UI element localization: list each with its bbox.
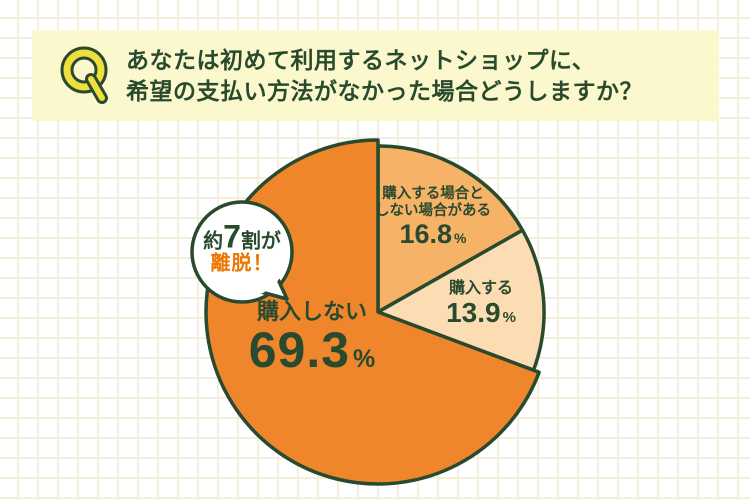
label-slice-buy: 購入する 13.9% (446, 280, 516, 328)
slice-sometimes-buy-label-line2: しない場合がある (375, 203, 491, 219)
pie-slice-sometimes-buy (376, 144, 525, 314)
label-slice-no-buy: 購入しない 69.3% (249, 299, 376, 376)
question-line-2: 希望の支払い方法がなかった場合どうしますか？ (126, 77, 643, 104)
pie-slice-buy (376, 228, 546, 372)
callout-bubble (190, 200, 294, 304)
pie-slice-no-buy (204, 138, 541, 486)
question-box: あなたは初めて利用するネットショップに、 希望の支払い方法がなかった場合どうしま… (32, 30, 719, 121)
q-logo-icon (60, 46, 108, 104)
question-text: あなたは初めて利用するネットショップに、 希望の支払い方法がなかった場合どうしま… (126, 45, 643, 107)
callout-line-1: 約7割が (203, 218, 281, 255)
slice-no-buy-label: 購入しない (256, 299, 367, 324)
callout-line-2: 離脱！ (210, 252, 274, 275)
callout-text: 約7割が 離脱！ (203, 218, 281, 275)
question-line-1: あなたは初めて利用するネットショップに、 (126, 46, 596, 73)
slice-sometimes-buy-label-line1: 購入する場合と (382, 186, 484, 202)
label-slice-sometimes-buy: 購入する場合と しない場合がある 16.8% (375, 186, 491, 248)
slice-no-buy-value: 69.3% (248, 322, 376, 378)
slice-sometimes-buy-value: 16.8% (399, 219, 467, 249)
slice-buy-label: 購入する (448, 280, 513, 297)
slice-buy-value: 13.9% (446, 297, 516, 328)
